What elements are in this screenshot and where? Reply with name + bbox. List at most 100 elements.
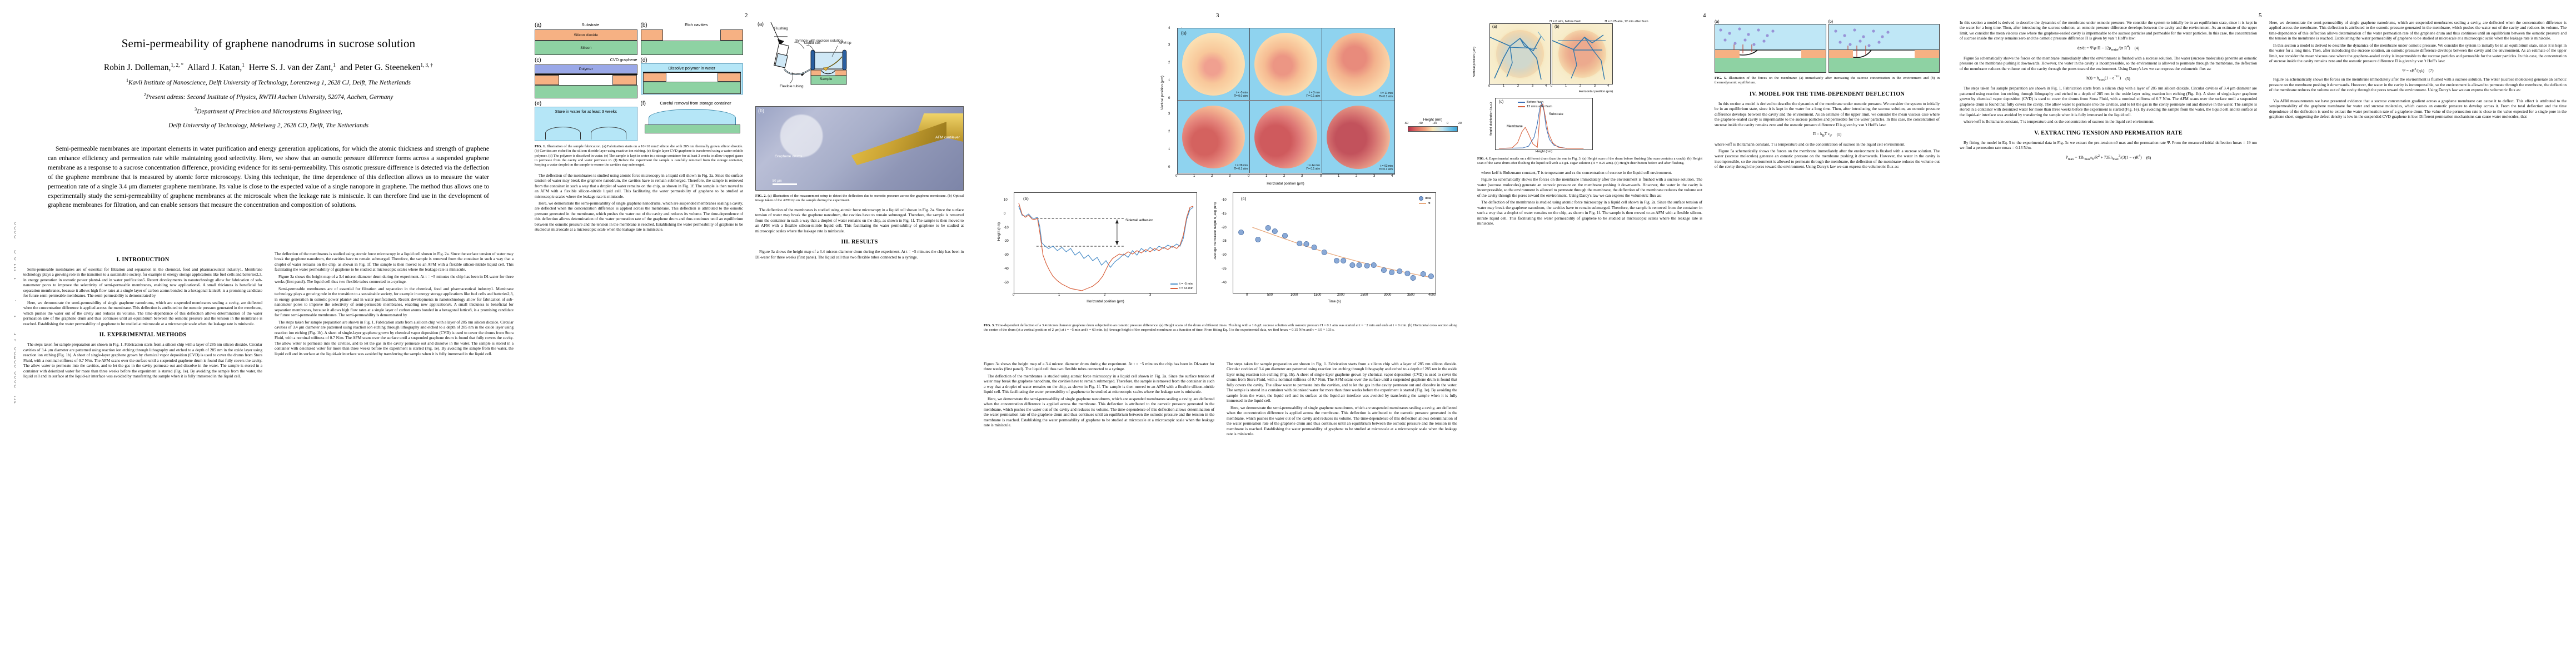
- fig3c-y-axis-label: Average membrane height h_avg (nm): [1214, 202, 1217, 260]
- page5-left-paragraph-2: Figure 5a schematically shows the forces…: [1960, 55, 2257, 71]
- fig3a-afm-panel-2: t = 3 min Π= 0.1 atm: [1250, 28, 1322, 101]
- fig3a-drum-5: [1254, 105, 1318, 169]
- page4-left-paragraph-1: where keff is Boltzmann constant, T is t…: [1481, 170, 1672, 175]
- fig3-colorbar-group: Height (nm) -60 -40 -20 0 20: [1402, 118, 1464, 132]
- fig1-panel-c: (c) CVD graphene Polymer: [535, 57, 637, 98]
- methods-paragraph-3: Figure 3a shows the height map of a 3.4 …: [275, 273, 514, 285]
- page5-left-paragraph-3: The steps taken for sample preparation a…: [1960, 86, 2257, 117]
- methods-paragraph-1: The steps taken for sample preparation a…: [23, 342, 262, 379]
- fig3c-xtick-8: 4000: [1428, 293, 1436, 297]
- fig3a-afm-panel-4: t = 28 min Π= 0.1 atm: [1178, 101, 1250, 173]
- fig3b-xtick-0: 0: [1013, 293, 1015, 297]
- fig3-plots-row: Height (nm) 10 0 -10 -20 -30 -40 -50: [984, 192, 1457, 320]
- page4-left-paragraph-3: The deflection of the membranes is studi…: [1477, 200, 1702, 226]
- fig3c-tag: (c): [1241, 196, 1247, 201]
- fig3c-xtick-7: 3500: [1407, 293, 1415, 297]
- fig1-panel-b-tag: (b): [640, 22, 647, 28]
- fig3c-ytick-3: -25: [1222, 240, 1227, 243]
- fig3a-tag: (a): [1181, 31, 1187, 36]
- fig3c-x-axis-label: Time (s): [1328, 300, 1341, 303]
- fig3b-tag: (b): [1023, 196, 1029, 201]
- fig3a-time-1: t = -5 min: [1236, 91, 1248, 95]
- page4-left-paragraph-2: Figure 5a schematically shows the forces…: [1477, 177, 1702, 198]
- fig3a-pressure-2: Π= 0.1 atm: [1306, 94, 1320, 98]
- model-paragraph-1: In this section a model is derived to de…: [1715, 101, 1940, 127]
- fig3c-xtick-2: 1000: [1291, 293, 1298, 297]
- fig3b-ytick-2: -10: [1004, 226, 1009, 230]
- fig3a-xtick-8: 0: [1320, 175, 1322, 178]
- fig1-d-graphene-sheet: [642, 72, 741, 73]
- fig3c-ytick-4: -30: [1222, 253, 1227, 257]
- equation-3: h(t) = hmax(1 − e−t/τ) (5): [1960, 75, 2257, 82]
- equation-4-number: (6): [2146, 155, 2151, 161]
- section-heading-tension: V. EXTRACTING TENSION AND PERMEATION RAT…: [2034, 130, 2183, 136]
- fig4c-legend-swatch-2: [1518, 106, 1525, 107]
- fig3a-drum-2: [1254, 32, 1318, 96]
- fig3a-afm-panel-6: t = 63 min Π= 0.1 atm: [1322, 101, 1394, 174]
- fig4-xtick-a4: 4: [1545, 84, 1547, 88]
- fig4-xtick-b1: 1: [1565, 84, 1567, 88]
- fig5a-molecules: [1715, 27, 1826, 56]
- fig3a-label-5: t = 44 min Π= 0.1 atm: [1306, 164, 1320, 171]
- fig4-xtick-a2: 2: [1517, 84, 1519, 88]
- fig3-panel-a: Vertical position (μm) 4 (a) t = -5 min …: [984, 22, 1462, 189]
- fig1-panel-b-title: Etch cavities: [685, 22, 708, 27]
- results-paragraph-1: Figure 3a shows the height map of a 3.4 …: [755, 249, 964, 260]
- fig3a-label-6: t = 63 min Π= 0.1 atm: [1379, 165, 1393, 172]
- fig3c-xtick-5: 2500: [1361, 293, 1368, 297]
- fig1-panel-d-tag: (d): [640, 57, 647, 63]
- figure-2: (a): [755, 20, 964, 203]
- fig1-panel-a: (a) Substrate Silicon dioxide Silicon: [535, 22, 637, 55]
- fig3a-xtick-10: 2: [1356, 175, 1358, 178]
- fig3a-ytick-b3: 3: [1168, 112, 1170, 116]
- fig4c-annotation-substrate: Substrate: [1549, 113, 1563, 116]
- fig1-panel-f-tag: (f): [640, 101, 646, 107]
- fig4-xtick-a3: 3: [1532, 84, 1534, 88]
- tension-paragraph-1: By fitting the model in Eq. 5 to the exp…: [1960, 140, 2257, 151]
- fig3-colorbar: [1408, 126, 1458, 132]
- fig3a-drum-6: [1326, 105, 1391, 170]
- affiliation-1: 1Kavli Institute of Nanoscience, Delft U…: [126, 78, 411, 86]
- equation-2-body: dz/dt = Ψ/ρ·Π − 12ρwater/(π R4): [2077, 44, 2130, 52]
- fig3a-ytick-b2: 2: [1168, 130, 1170, 133]
- fig3c-legend-swatch-fit: [1419, 203, 1427, 204]
- equation-3-body: h(t) = hmax(1 − e−t/τ): [2086, 75, 2121, 82]
- fig3b-plot-area: (b) Sidewall adhesion t = -5 min t = 63 …: [1014, 192, 1197, 293]
- intro-paragraph-1: Semi-permeable membranes are of essentia…: [23, 267, 262, 298]
- page3-left-paragraph-3: Here, we demonstrate the semi-permeabili…: [984, 396, 1214, 428]
- fig3c-ytick-1: -15: [1222, 212, 1227, 216]
- fig5b-oxide-right: [1915, 50, 1939, 58]
- fig4-xtick-b3: 3: [1594, 84, 1596, 88]
- fig5-panel-a: (a): [1715, 20, 1826, 73]
- fig5-caption-label: FIG. 5.: [1715, 76, 1727, 80]
- equation-1-number: (1): [1836, 132, 1842, 137]
- fig3a-drum-1: [1182, 32, 1245, 96]
- fig3a-drum-3: [1326, 32, 1391, 97]
- fig2-optical-image: (b) AFM cantilever Graphene drums 50 μm: [755, 106, 964, 191]
- fig3a-label-4: t = 28 min Π= 0.1 atm: [1234, 164, 1248, 171]
- page-1: Semi-permeability of graphene nanodrums …: [16, 0, 521, 667]
- fig5-panel-b: (b): [1828, 20, 1940, 73]
- affiliation-2-text: Present adress: Second Institute of Phys…: [146, 94, 393, 101]
- fig1-caption-text: Illustration of the sample fabrication. …: [535, 145, 744, 167]
- fig3a-xtick-6: 2: [1283, 175, 1285, 178]
- fig3b-annotation-text: Sidewall adhesion: [1125, 218, 1153, 222]
- page-1-right-column: The deflection of the membranes is studi…: [275, 251, 514, 661]
- fig3a-time-4: t = 28 min: [1235, 164, 1248, 168]
- page-2-right-column: (a): [755, 20, 964, 661]
- fig1-panel-a-tag: (a): [535, 22, 542, 28]
- fig3a-xtick-2: 2: [1211, 175, 1213, 178]
- fig3b-ytick-6: -50: [1004, 281, 1009, 285]
- page3-right-paragraph-1: The steps taken for sample preparation a…: [1227, 361, 1457, 404]
- fig3-caption: FIG. 3. Time-dependent deflection of a 3…: [984, 323, 1457, 333]
- fig1-a-silicon-layer: Silicon: [535, 41, 637, 55]
- page2-left-paragraph-1: The deflection of the membranes is studi…: [535, 172, 743, 199]
- page3-left-paragraph-2: The deflection of the membranes is studi…: [984, 373, 1214, 395]
- fig3a-label-1: t = -5 min Π= 0.0 atm: [1234, 91, 1248, 98]
- fig3-caption-label: FIG. 3.: [984, 323, 995, 327]
- fig3a-ytick-4: 4: [1168, 27, 1170, 30]
- fig3c-y-ticks: -10 -15 -20 -25 -30 -35 -40: [1222, 193, 1227, 290]
- section-heading-introduction: I. INTRODUCTION: [116, 257, 170, 263]
- section-heading-methods: II. EXPERIMENTAL METHODS: [99, 332, 187, 339]
